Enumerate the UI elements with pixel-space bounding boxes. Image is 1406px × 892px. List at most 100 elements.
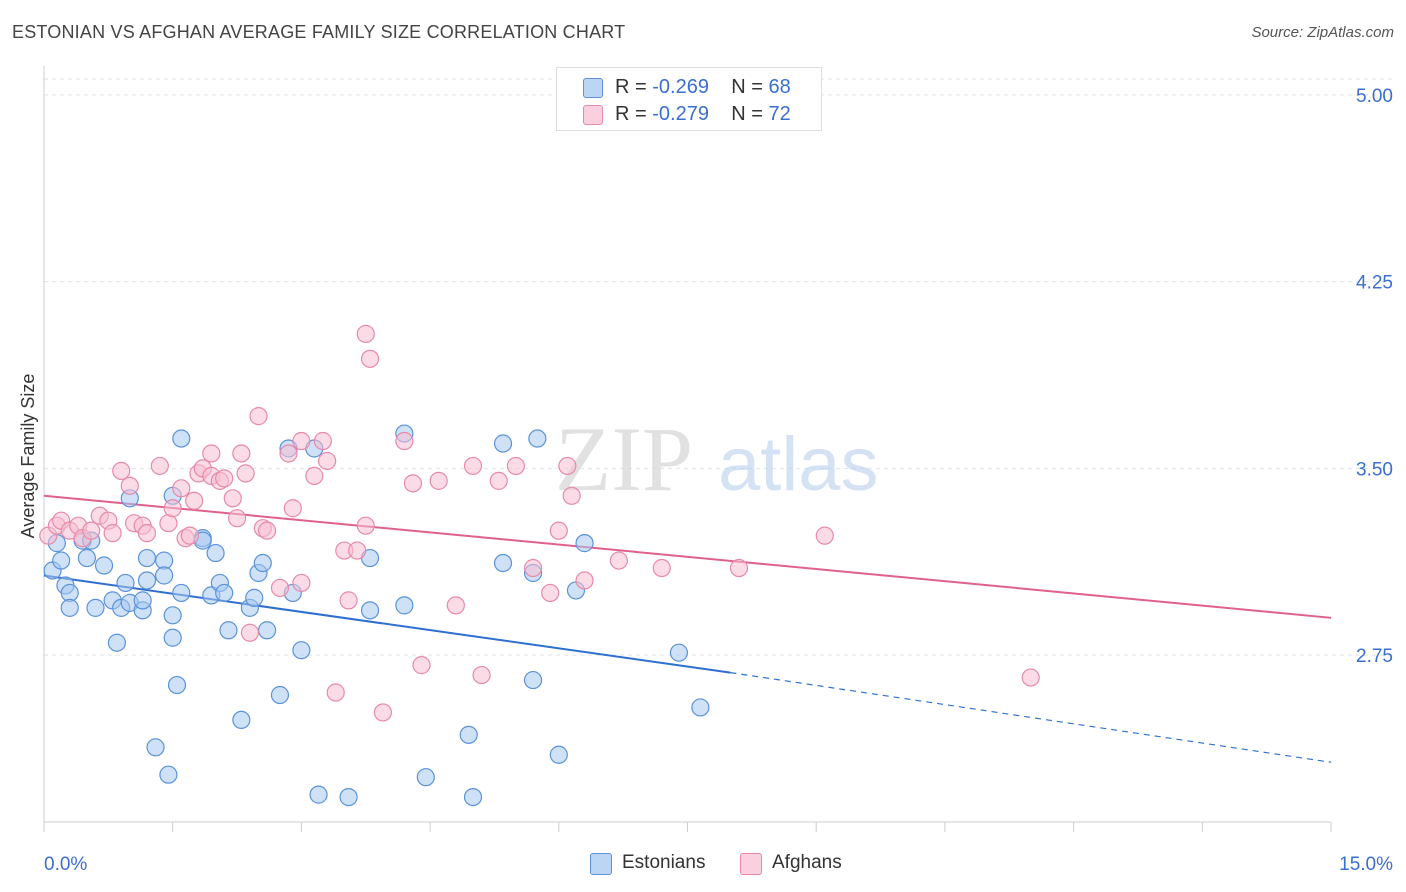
estonian-point (463, 787, 483, 807)
estonian-point (155, 566, 174, 585)
afghan-point (232, 444, 251, 463)
afghan-point (240, 623, 260, 642)
afghan-point (223, 489, 242, 508)
y-tick-label: 4.25 (1356, 273, 1393, 294)
y-axis-title: Average Family Size (18, 374, 38, 539)
afghan-point (575, 571, 594, 590)
legend-swatch-blue (583, 78, 603, 98)
estonian-point (86, 598, 105, 617)
afghan-point (279, 444, 298, 463)
afghan-point (103, 524, 122, 543)
afghan-point (137, 524, 157, 543)
estonian-trend-line (43, 574, 731, 674)
afghan-point (326, 683, 345, 702)
afghan-point (292, 431, 311, 451)
afghan-point (373, 703, 393, 722)
afghan-point (249, 407, 268, 426)
y-tick-label: 2.75 (1356, 646, 1393, 667)
estonian-point (549, 745, 568, 764)
afghan-point (339, 591, 358, 610)
estonian-point (219, 621, 238, 640)
afghan-point (348, 541, 367, 560)
afghan-point (729, 558, 749, 578)
legend-n-label: N = (731, 103, 763, 125)
afghan-point (403, 474, 423, 493)
afghan-point (292, 573, 311, 593)
x-tick-label: 15.0% (1339, 854, 1393, 875)
afghan-point (172, 479, 191, 498)
estonian-point (60, 598, 79, 617)
afghan-point (227, 509, 247, 528)
afghan-point (112, 461, 131, 481)
estonian-point (232, 710, 251, 730)
watermark: ZIP atlas (555, 408, 879, 510)
afghan-point (313, 431, 332, 451)
estonian-point (270, 685, 290, 705)
afghan-point (150, 456, 169, 476)
chart-title: ESTONIAN VS AFGHAN AVERAGE FAMILY SIZE C… (12, 22, 626, 42)
estonian-point (167, 675, 187, 695)
afghan-point (283, 499, 302, 518)
legend-swatch-pink (583, 105, 603, 125)
afghan-point (270, 578, 290, 598)
afghan-point (558, 456, 577, 476)
afghan-point (305, 466, 324, 485)
afghan-point (541, 583, 560, 603)
estonian-point (137, 571, 157, 590)
afghan-point (120, 476, 139, 495)
estonian-point (52, 551, 71, 570)
legend-n-value: 68 (768, 76, 791, 98)
afghan-point (506, 456, 526, 476)
estonian-point (360, 601, 380, 620)
data-points (39, 324, 1040, 807)
afghan-point (236, 464, 255, 483)
afghan-point (412, 656, 431, 675)
estonian-point (163, 606, 182, 625)
afghan-point (180, 526, 199, 545)
afghan-point (429, 471, 448, 490)
estonian-trend-extension (730, 672, 1332, 763)
afghan-point (815, 526, 834, 545)
afghan-point (318, 451, 337, 471)
y-tick-label: 3.50 (1356, 459, 1393, 480)
estonian-point (215, 583, 234, 603)
estonian-point (691, 698, 710, 717)
estonian-point (257, 621, 277, 640)
estonian-point (133, 591, 152, 610)
estonian-point (528, 429, 547, 448)
legend: R = -0.269 N = 68 R = -0.279 N = 72 (556, 67, 822, 131)
estonian-point (206, 543, 225, 563)
estonian-point (523, 670, 543, 690)
estonian-point (107, 633, 127, 652)
afghan-point (82, 521, 101, 540)
afghan-point (446, 596, 465, 615)
estonian-point (339, 787, 358, 807)
afghan-point (1021, 668, 1040, 687)
afghan-point (463, 456, 483, 476)
estonian-point (493, 434, 513, 453)
estonian-point (116, 573, 135, 593)
estonian-point (309, 785, 328, 804)
gridlines (44, 78, 1394, 656)
afghan-point (215, 469, 234, 488)
afghan-point (159, 514, 178, 533)
estonian-point (669, 643, 689, 662)
bottom-legend-label: Afghans (772, 852, 842, 873)
legend-r-value: -0.279 (652, 103, 709, 125)
afghan-point (185, 491, 204, 510)
afghan-point (472, 665, 491, 685)
afghan-point (360, 349, 380, 368)
x-tick-label: 0.0% (44, 854, 87, 875)
estonian-point (253, 553, 272, 573)
afghan-point (395, 431, 414, 451)
afghan-trend-line (43, 494, 1332, 619)
bottom-legend-swatch-pink (740, 853, 762, 875)
watermark-atlas: atlas (718, 422, 879, 507)
afghan-point (163, 499, 182, 518)
legend-r-label: R = (615, 103, 647, 125)
estonian-point (163, 628, 182, 647)
legend-n-label: N = (731, 76, 763, 98)
afghan-point (356, 324, 375, 344)
source-label: Source: ZipAtlas.com (1251, 24, 1394, 41)
